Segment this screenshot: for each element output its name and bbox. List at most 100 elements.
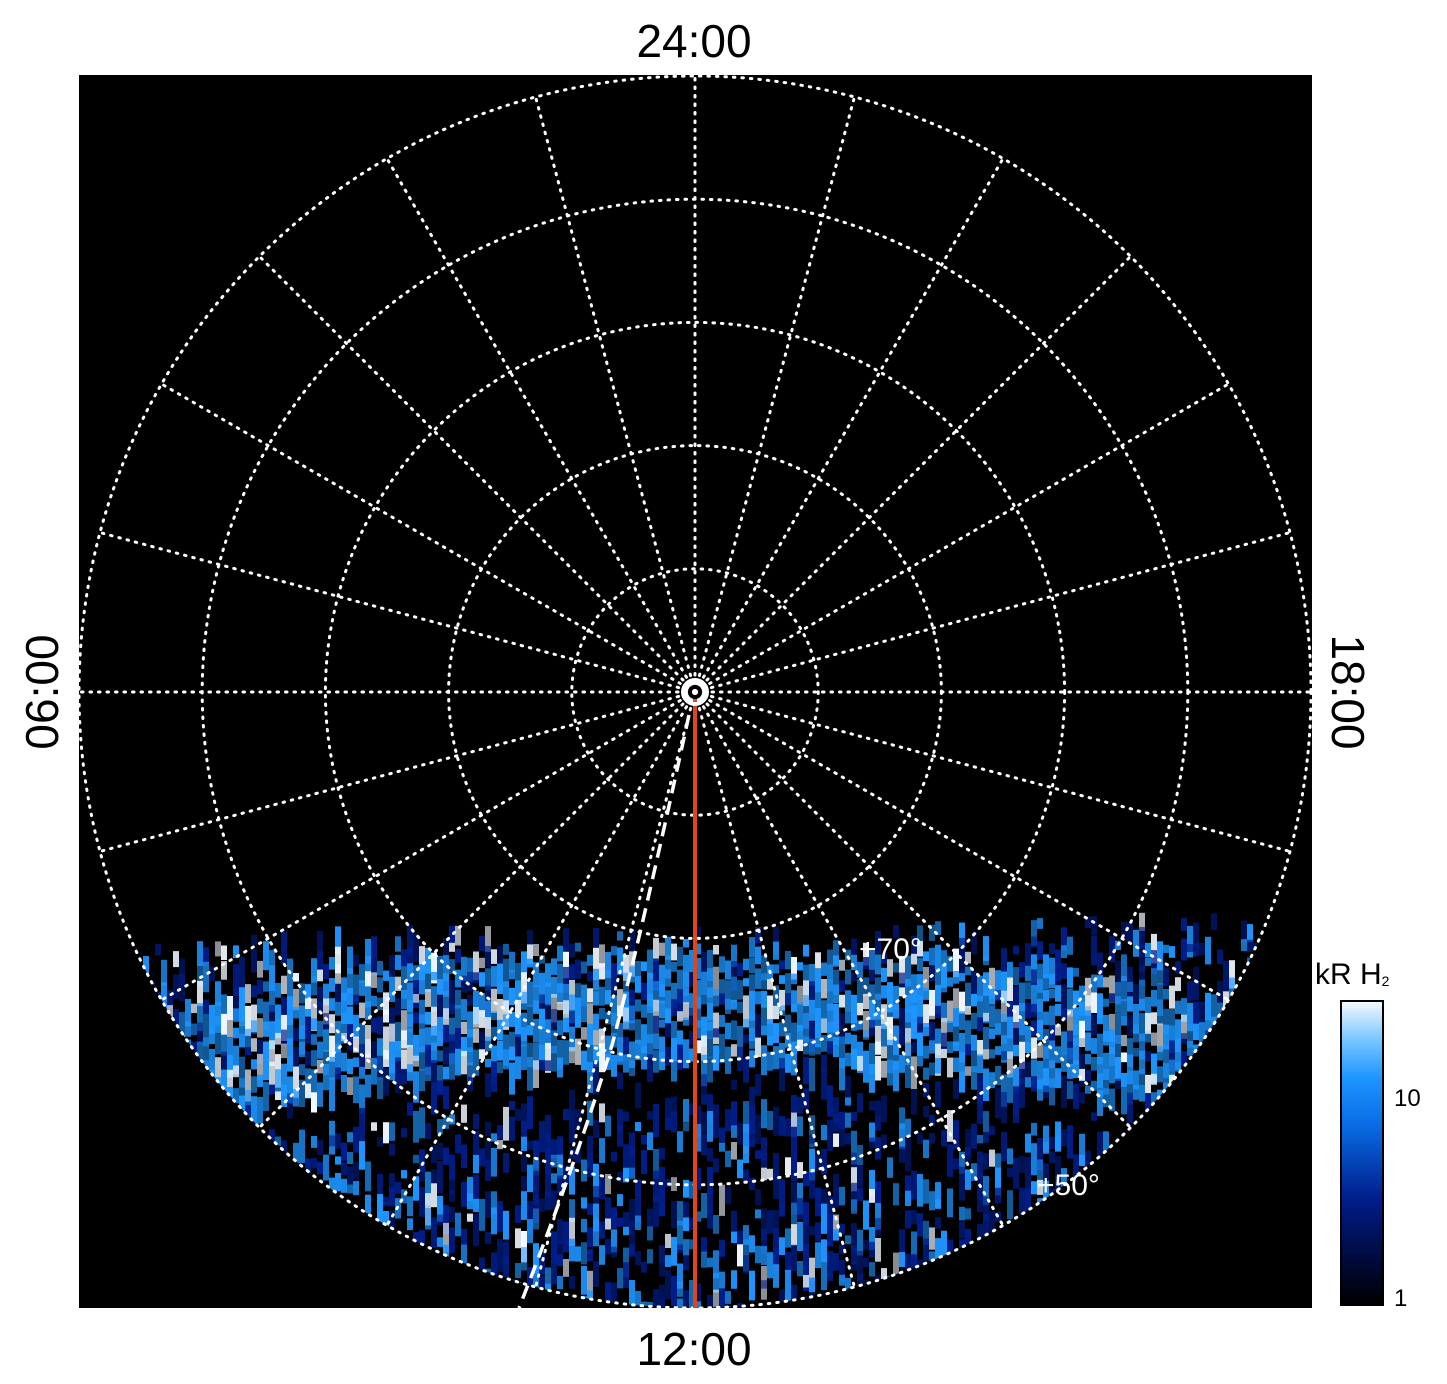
emission-pixel — [935, 984, 941, 1014]
emission-pixel — [341, 1302, 347, 1308]
emission-pixel — [791, 1224, 797, 1246]
emission-pixel — [683, 1255, 689, 1271]
emission-pixel — [191, 1119, 197, 1130]
emission-pixel — [1295, 1076, 1301, 1091]
emission-pixel — [143, 1169, 149, 1194]
emission-pixel — [1103, 977, 1109, 988]
emission-pixel — [521, 1027, 527, 1042]
emission-pixel — [1229, 1115, 1235, 1135]
emission-pixel — [449, 1173, 455, 1195]
emission-pixel — [443, 955, 449, 982]
emission-pixel — [155, 992, 161, 1013]
emission-pixel — [329, 998, 335, 1011]
emission-pixel — [713, 1158, 719, 1173]
emission-pixel — [785, 1033, 791, 1047]
emission-pixel — [641, 1134, 647, 1145]
emission-pixel — [1145, 957, 1151, 966]
emission-pixel — [185, 1021, 191, 1037]
emission-pixel — [593, 1013, 599, 1031]
emission-pixel — [1295, 1040, 1301, 1061]
emission-pixel — [437, 1214, 443, 1226]
emission-pixel — [935, 1005, 941, 1019]
emission-pixel — [527, 1201, 533, 1234]
emission-pixel — [1295, 1249, 1301, 1272]
emission-pixel — [641, 1004, 647, 1018]
emission-pixel — [473, 1028, 479, 1043]
emission-pixel — [1031, 954, 1037, 984]
emission-pixel — [1301, 929, 1307, 956]
emission-pixel — [1211, 1226, 1217, 1249]
emission-pixel — [275, 1018, 281, 1038]
emission-pixel — [635, 1291, 641, 1308]
emission-pixel — [233, 964, 239, 996]
emission-pixel — [251, 1173, 257, 1203]
emission-pixel — [857, 1165, 863, 1187]
emission-pixel — [1175, 1019, 1181, 1052]
emission-pixel — [563, 1221, 569, 1253]
emission-pixel — [719, 993, 725, 1005]
emission-pixel — [311, 1050, 317, 1067]
emission-pixel — [467, 1011, 473, 1038]
emission-pixel — [791, 990, 797, 1011]
emission-pixel — [1247, 1235, 1253, 1261]
emission-pixel — [383, 1068, 389, 1096]
emission-pixel — [263, 1041, 269, 1060]
emission-pixel — [257, 979, 263, 995]
emission-pixel — [503, 1210, 509, 1240]
emission-pixel — [725, 1150, 731, 1168]
emission-pixel — [761, 955, 767, 981]
emission-pixel — [137, 1076, 143, 1109]
emission-pixel — [989, 967, 995, 999]
emission-pixel — [215, 1154, 221, 1167]
emission-pixel — [245, 1005, 251, 1036]
emission-pixel — [1115, 1304, 1121, 1308]
emission-pixel — [737, 1244, 743, 1267]
emission-pixel — [593, 1045, 599, 1067]
emission-pixel — [449, 1034, 455, 1065]
emission-pixel — [347, 1058, 353, 1075]
emission-pixel — [359, 964, 365, 983]
emission-pixel — [809, 964, 815, 986]
emission-pixel — [929, 1227, 935, 1250]
emission-pixel — [563, 1109, 569, 1121]
emission-pixel — [443, 1266, 449, 1285]
emission-pixel — [1223, 1058, 1229, 1072]
emission-pixel — [833, 955, 839, 966]
emission-pixel — [893, 1004, 899, 1019]
emission-pixel — [287, 1014, 293, 1045]
emission-pixel — [863, 1240, 869, 1250]
emission-pixel — [1277, 918, 1283, 949]
emission-pixel — [1295, 967, 1301, 980]
emission-pixel — [611, 1229, 617, 1253]
emission-pixel — [167, 1259, 173, 1290]
emission-pixel — [329, 1077, 335, 1112]
emission-pixel — [857, 1229, 863, 1256]
emission-pixel — [1187, 1002, 1193, 1032]
emission-pixel — [1079, 1036, 1085, 1047]
emission-pixel — [839, 1036, 845, 1069]
emission-pixel — [563, 1165, 569, 1183]
emission-pixel — [281, 1140, 287, 1162]
emission-pixel — [983, 1153, 989, 1170]
emission-pixel — [947, 955, 953, 972]
emission-pixel — [767, 1210, 773, 1234]
emission-pixel — [1211, 994, 1217, 1023]
emission-pixel — [425, 1011, 431, 1025]
emission-pixel — [287, 1093, 293, 1119]
emission-pixel — [269, 1084, 275, 1095]
emission-pixel — [215, 1094, 221, 1127]
emission-pixel — [1205, 1085, 1211, 1098]
emission-pixel — [509, 1278, 515, 1302]
emission-pixel — [983, 1012, 989, 1022]
emission-pixel — [845, 949, 851, 961]
emission-pixel — [791, 1244, 797, 1272]
emission-pixel — [473, 1049, 479, 1076]
emission-pixel — [221, 1139, 227, 1168]
emission-pixel — [1025, 1133, 1031, 1153]
emission-pixel — [335, 1067, 341, 1080]
emission-pixel — [125, 1038, 131, 1057]
emission-pixel — [701, 1134, 707, 1156]
emission-pixel — [1037, 1304, 1043, 1308]
emission-pixel — [1091, 1080, 1097, 1091]
emission-pixel — [695, 980, 701, 1009]
